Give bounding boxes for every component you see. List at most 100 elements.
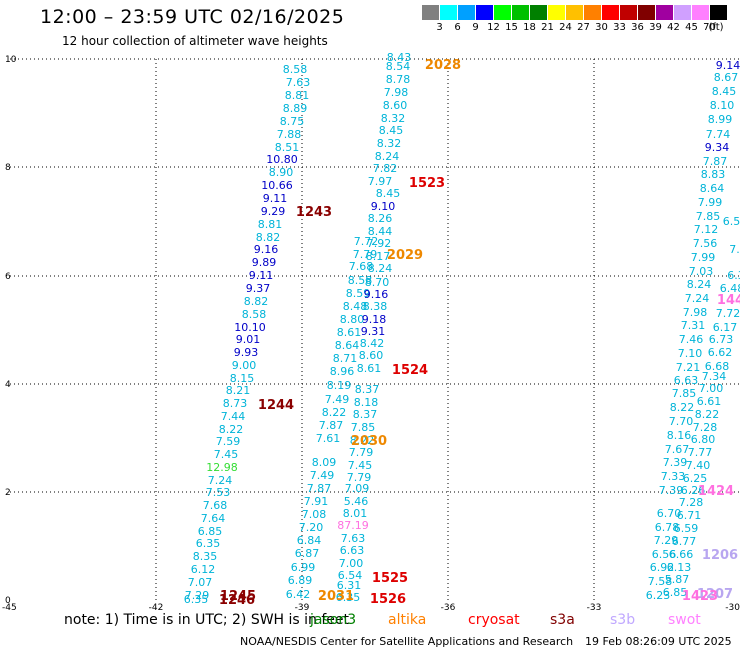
colorbar-swatch bbox=[710, 5, 727, 20]
wave-height-value: 6.59 bbox=[674, 522, 699, 535]
wave-height-value: 7.61 bbox=[316, 432, 341, 445]
wave-height-value: 7.08 bbox=[302, 508, 327, 521]
wave-height-value: 7.44 bbox=[221, 410, 246, 423]
legend-bar: note: 1) Time is in UTC; 2) SWH is in fe… bbox=[0, 612, 740, 632]
wave-height-value: 7.87 bbox=[307, 482, 332, 495]
latitude-tick-label: 4 bbox=[5, 380, 11, 390]
colorbar-swatch bbox=[620, 5, 637, 20]
pass-time-label: 1526 bbox=[370, 592, 406, 607]
colorbar-swatch bbox=[692, 5, 709, 20]
wave-height-value: 7.85 bbox=[696, 210, 721, 223]
wave-height-value: 8.24 bbox=[687, 278, 712, 291]
legend-s3a: s3a bbox=[550, 612, 575, 628]
wave-height-value: 9.31 bbox=[361, 325, 386, 338]
wave-height-value: 8.61 bbox=[337, 326, 362, 339]
wave-height-value: 8.37 bbox=[355, 383, 380, 396]
wave-height-value: 7.63 bbox=[341, 532, 366, 545]
wave-height-value: 8.99 bbox=[708, 113, 733, 126]
wave-height-value: 9.18 bbox=[362, 313, 387, 326]
wave-height-value: 8.43 bbox=[387, 51, 412, 64]
wave-height-value: 8.22 bbox=[670, 401, 695, 414]
wave-height-value: 8.35 bbox=[193, 550, 218, 563]
wave-height-value: 8.19 bbox=[327, 379, 352, 392]
wave-height-value: 8.17 bbox=[366, 250, 391, 263]
wave-height-value: 8.64 bbox=[700, 182, 725, 195]
colorbar-label: 27 bbox=[577, 22, 590, 33]
wave-height-value: 9.11 bbox=[263, 192, 288, 205]
wave-height-value: 6.87 bbox=[295, 547, 320, 560]
colorbar-swatch bbox=[512, 5, 529, 20]
wave-height-value: 8.90 bbox=[269, 166, 294, 179]
wave-height-value: 6.23 bbox=[646, 589, 671, 602]
wave-height-value: 7.24 bbox=[685, 292, 710, 305]
wave-height-value: 9.01 bbox=[236, 333, 261, 346]
colorbar-swatch bbox=[530, 5, 547, 20]
wave-height-value: 8.83 bbox=[701, 168, 726, 181]
pass-time-labels-layer: 2028 1523 1243 2029 1524 1244 2030 1525 2031 1526… bbox=[219, 58, 740, 608]
wave-height-value: 9.34 bbox=[705, 141, 730, 154]
pass-time-label: 1525 bbox=[372, 571, 408, 586]
colorbar-label: 30 bbox=[595, 22, 608, 33]
legend-altika: altika bbox=[388, 612, 427, 628]
wave-height-value: 7.99 bbox=[691, 251, 716, 264]
wave-height-value: 7.99 bbox=[698, 196, 723, 209]
wave-height-value: 7.72 bbox=[716, 307, 740, 320]
wave-height-value: 8.32 bbox=[377, 137, 402, 150]
wave-height-value: 6.12 bbox=[191, 563, 216, 576]
wave-height-value: 7.28 bbox=[693, 421, 718, 434]
wave-height-value: 8.26 bbox=[368, 212, 393, 225]
wave-height-value: 7.53 bbox=[206, 486, 231, 499]
colorbar-label: 33 bbox=[613, 22, 626, 33]
wave-height-value: 6.56 bbox=[652, 548, 677, 561]
wave-height-value: 12.98 bbox=[206, 461, 238, 474]
wave-height-value: 8.58 bbox=[283, 63, 308, 76]
wave-height-value: 6.80 bbox=[691, 433, 716, 446]
pass-time-label: 1206 bbox=[702, 548, 738, 563]
wave-height-value: 8.70 bbox=[365, 276, 390, 289]
wave-height-value: 10.66 bbox=[261, 179, 293, 192]
wave-height-value: 8.01 bbox=[343, 507, 368, 520]
wave-height-value: 6.13 bbox=[667, 561, 692, 574]
wave-height-value: 7.07 bbox=[188, 576, 213, 589]
pass-time-label: 2030 bbox=[351, 434, 387, 449]
wave-height-value: 7.33 bbox=[661, 470, 686, 483]
wave-height-value: 8.24 bbox=[375, 150, 400, 163]
footer-credit: NOAA/NESDIS Center for Satellite Applica… bbox=[240, 635, 574, 648]
wave-height-value: 7.00 bbox=[339, 557, 364, 570]
wave-height-value: 6.35 bbox=[184, 593, 209, 606]
footer-timestamp: 19 Feb 08:26:09 UTC 2025 bbox=[585, 635, 732, 648]
wave-height-value: 8.96 bbox=[330, 365, 355, 378]
wave-height-value: 8.60 bbox=[359, 349, 384, 362]
wave-height-value: 7.82 bbox=[373, 162, 398, 175]
wave-height-value: 8.67 bbox=[714, 71, 739, 84]
wave-height-value: 7.88 bbox=[277, 128, 302, 141]
wave-height-value: 8.37 bbox=[353, 408, 378, 421]
colorbar-swatch bbox=[458, 5, 475, 20]
wave-height-value: 6.89 bbox=[288, 574, 313, 587]
wave-height-value: 8.80 bbox=[340, 313, 365, 326]
wave-height-value: 7.67 bbox=[665, 443, 690, 456]
pass-time-label: 1423 bbox=[682, 589, 718, 604]
wave-height-value: 9.29 bbox=[261, 205, 286, 218]
colorbar-label: 12 bbox=[487, 22, 500, 33]
wave-height-value: 7.77 bbox=[688, 446, 713, 459]
wave-height-value: 6.62 bbox=[708, 346, 733, 359]
wave-height-value: 8.22 bbox=[350, 434, 375, 447]
wave-height-value: 7.97 bbox=[368, 175, 393, 188]
wave-height-value: 7.24 bbox=[208, 474, 233, 487]
wave-height-value: 7.98 bbox=[384, 86, 409, 99]
wave-height-value: 7.92 bbox=[367, 237, 392, 250]
wave-height-value: 7.31 bbox=[681, 319, 706, 332]
wave-height-value: 8.18 bbox=[354, 396, 379, 409]
wave-height-value: 6.84 bbox=[297, 534, 322, 547]
longitude-tick-label: -39 bbox=[295, 603, 310, 613]
pass-time-label: 1524 bbox=[392, 363, 428, 378]
wave-height-value: 6.78 bbox=[655, 521, 680, 534]
longitude-tick-label: -30 bbox=[725, 603, 740, 613]
wave-height-value: 6.54 bbox=[338, 569, 363, 582]
wave-height-value: 8.42 bbox=[360, 337, 385, 350]
wave-height-value: 7.87 bbox=[319, 419, 344, 432]
wave-height-value: 7.68 bbox=[349, 260, 374, 273]
wave-height-value: 7.79 bbox=[349, 446, 374, 459]
wave-height-value: 6.51 bbox=[723, 215, 740, 228]
